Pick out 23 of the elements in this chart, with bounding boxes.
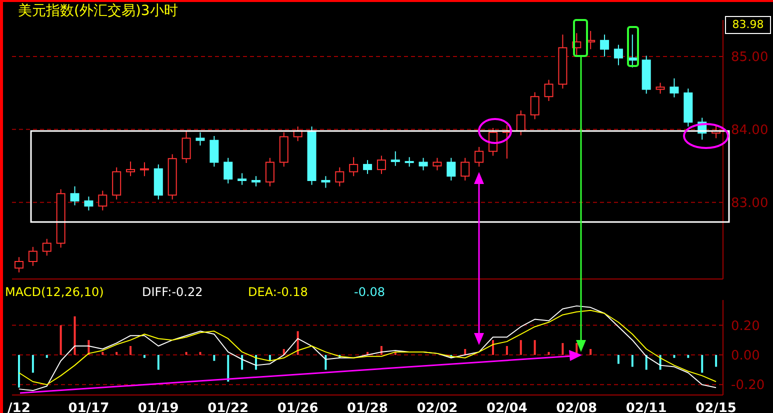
x-tick-label: 02/02	[416, 401, 458, 413]
y-tick-label: 0.20	[731, 318, 760, 334]
x-tick-label: 02/04	[486, 401, 528, 413]
text: DEA:-0.18	[248, 285, 309, 300]
x-tick-label: 02/08	[556, 401, 598, 413]
y-tick-label: -0.20	[731, 378, 765, 394]
text: 83.98	[725, 16, 771, 34]
chart-title: 美元指数(外汇交易)3小时	[18, 2, 178, 20]
text: DIFF:-0.22	[142, 285, 204, 300]
y-tick-label: 0.00	[731, 348, 760, 364]
x-tick-label: 02/15	[696, 401, 736, 413]
x-tick-label: 01/28	[347, 401, 388, 413]
x-tick-label: 01/19	[138, 401, 179, 413]
x-tick-label: 01/26	[277, 401, 318, 413]
x-tick-label: 02/11	[626, 401, 667, 413]
y-tick-label: 84.00	[731, 123, 768, 138]
x-tick-label: 01/17	[68, 401, 110, 413]
y-tick-label: 85.00	[731, 50, 768, 66]
y-tick-label: 83.00	[731, 196, 768, 212]
x-tick-label: /12	[8, 401, 30, 413]
x-tick-label: 01/22	[208, 401, 249, 413]
chart-title: MACD(12,26,10)	[5, 285, 105, 300]
text: -0.08	[354, 285, 386, 300]
